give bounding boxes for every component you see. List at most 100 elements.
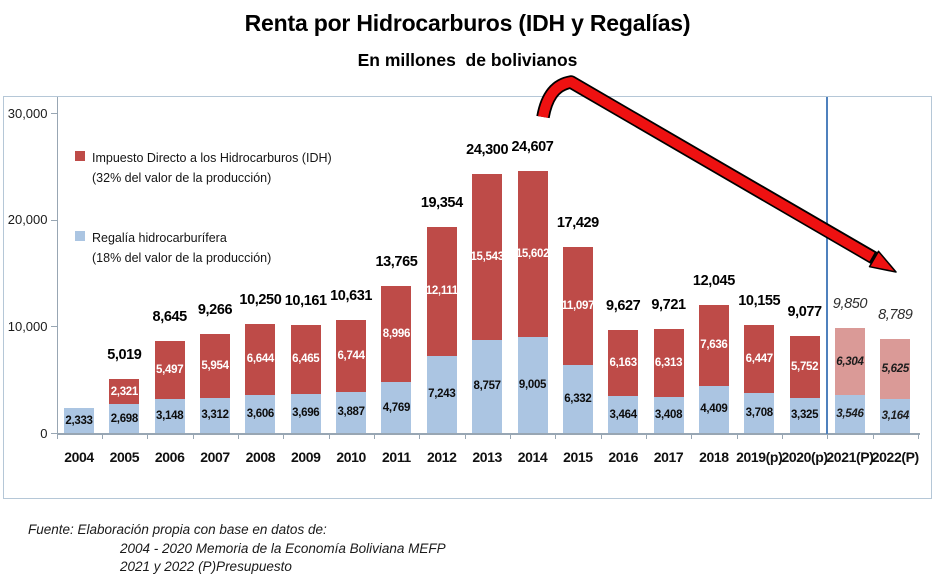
bar-label-regalia-2019(p): 3,708	[745, 407, 774, 420]
bar-label-idh-2022(P): 5,625	[881, 363, 910, 376]
bar-label-regalia-2006: 3,148	[156, 410, 184, 423]
bar-idh-2013	[472, 173, 503, 340]
bar-idh-2021(P)	[834, 327, 865, 396]
x-axis-tick	[328, 433, 330, 439]
source-line-1: Fuente: Elaboración propia con base en d…	[28, 522, 327, 537]
x-axis-tick	[283, 433, 285, 439]
bar-idh-2012	[426, 226, 457, 356]
bar-regalia-2021(P)	[834, 395, 865, 433]
x-axis-tick	[373, 433, 375, 439]
bar-regalia-2020(p)	[789, 397, 820, 433]
total-label-2005: 5,019	[107, 347, 142, 364]
bar-regalia-2014	[517, 336, 548, 433]
bar-label-regalia-2016: 3,464	[609, 408, 638, 421]
bar-label-idh-2006: 5,497	[156, 364, 184, 377]
total-label-2016: 9,627	[606, 298, 641, 315]
bar-label-idh-2020(p): 5,752	[790, 360, 819, 373]
bar-label-regalia-2017: 3,408	[654, 408, 683, 421]
bar-label-regalia-2015: 6,332	[564, 393, 592, 406]
plot-frame	[3, 96, 932, 499]
bar-idh-2016	[608, 330, 639, 397]
x-axis-label-2016: 2016	[608, 449, 638, 465]
bar-label-regalia-2004: 2,333	[65, 414, 93, 427]
x-axis-label-2018: 2018	[699, 449, 729, 465]
bar-regalia-2018	[698, 385, 729, 433]
bar-label-regalia-2009: 3,696	[292, 407, 320, 420]
bar-label-idh-2005: 2,321	[110, 385, 139, 398]
y-axis-tick-label: 0	[40, 425, 48, 441]
y-axis-tick-label: 20,000	[7, 212, 48, 228]
x-axis-label-2007: 2007	[200, 449, 230, 465]
bar-label-idh-2015: 11,097	[561, 300, 595, 313]
total-label-2022(P): 8,789	[878, 307, 913, 324]
x-axis-label-2011: 2011	[382, 449, 411, 465]
total-label-2019(p): 10,155	[738, 292, 781, 309]
source-line-3: 2021 y 2022 (P)Presupuesto	[120, 559, 292, 574]
chart-subtitle: En millones de bolivianos	[357, 50, 578, 70]
bar-regalia-2010	[336, 391, 367, 433]
x-axis-label-2005: 2005	[109, 449, 140, 465]
x-axis-tick	[419, 433, 421, 439]
x-axis-tick	[510, 433, 511, 439]
legend-item-regalia: Regalía hidrocarburífera (18% del valor …	[75, 228, 271, 268]
bar-idh-2017	[653, 329, 684, 397]
bar-label-idh-2019(p): 6,447	[745, 353, 774, 366]
bar-idh-2005	[109, 379, 140, 405]
x-axis-tick	[782, 433, 784, 439]
y-axis-tick	[50, 433, 57, 434]
bar-label-regalia-2010: 3,887	[337, 406, 365, 419]
total-label-2010: 10,631	[330, 287, 373, 304]
total-label-2013: 24,300	[466, 141, 509, 158]
bar-label-regalia-2021(P): 3,546	[836, 408, 864, 421]
bar-regalia-2022(P)	[880, 399, 911, 433]
x-axis-tick	[872, 433, 874, 439]
bar-regalia-2015	[562, 365, 593, 433]
source-line-2: 2004 - 2020 Memoria de la Economía Boliv…	[120, 540, 446, 556]
bar-label-regalia-2022(P): 3,164	[881, 410, 910, 423]
bar-label-idh-2008: 6,644	[246, 353, 275, 366]
bar-label-regalia-2012: 7,243	[428, 388, 456, 401]
bar-regalia-2019(p)	[744, 393, 775, 433]
regalia-legend-swatch-icon	[75, 231, 85, 241]
y-axis-tick-label: 30,000	[7, 105, 48, 121]
idh-legend-swatch-icon	[75, 151, 85, 161]
x-axis-label-2020(p): 2020(p)	[781, 449, 828, 465]
x-axis-tick	[918, 433, 920, 439]
x-axis-tick	[646, 433, 648, 439]
bar-regalia-2016	[608, 396, 639, 433]
regalia-legend-sublabel: (18% del valor de la producción)	[92, 251, 272, 265]
total-label-2008: 10,250	[239, 291, 282, 308]
total-label-2011: 13,765	[375, 254, 418, 271]
bar-label-regalia-2013: 8,757	[473, 380, 502, 393]
x-axis-label-2008: 2008	[245, 449, 276, 465]
total-label-2018: 12,045	[692, 272, 735, 289]
idh-legend-label: Impuesto Directo a los Hidrocarburos (ID…	[92, 151, 332, 165]
bar-label-idh-2011: 8,996	[382, 328, 411, 341]
bar-label-idh-2013: 15,543	[470, 250, 504, 263]
y-axis-tick	[50, 219, 57, 221]
x-axis-label-2021(P): 2021(P)	[826, 449, 874, 465]
x-axis-label-2022(P): 2022(P)	[871, 449, 919, 465]
total-label-2015: 17,429	[556, 215, 599, 232]
x-axis-label-2015: 2015	[563, 449, 593, 465]
bar-label-idh-2009: 6,465	[292, 353, 320, 366]
bar-regalia-2008	[245, 394, 276, 433]
bar-label-idh-2017: 6,313	[654, 356, 683, 369]
total-label-2006: 8,645	[152, 308, 188, 325]
bar-idh-2009	[290, 324, 321, 394]
idh-legend-text: Impuesto Directo a los Hidrocarburos (ID…	[92, 148, 332, 188]
bar-label-regalia-2020(p): 3,325	[790, 409, 819, 422]
x-axis-label-2017: 2017	[653, 449, 684, 465]
x-axis-line	[56, 433, 920, 435]
y-axis-tick-label: 10,000	[7, 318, 48, 334]
x-axis-label-2009: 2009	[290, 449, 321, 465]
idh-legend-sublabel: (32% del valor de la producción)	[92, 171, 272, 185]
bar-label-regalia-2008: 3,606	[246, 407, 275, 420]
total-label-2007: 9,266	[197, 302, 233, 319]
source-note: Fuente: Elaboración propia con base en d…	[28, 521, 446, 577]
bar-label-idh-2016: 6,163	[609, 357, 638, 370]
total-label-2017: 9,721	[651, 297, 686, 314]
bar-regalia-2004	[64, 408, 94, 433]
bar-regalia-2012	[426, 355, 457, 433]
